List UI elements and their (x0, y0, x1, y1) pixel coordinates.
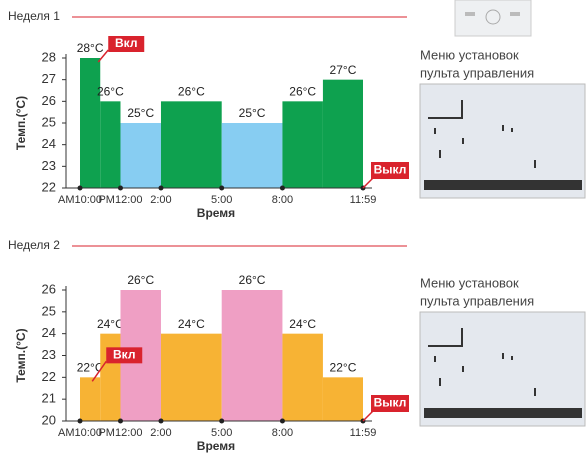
value-label: 22°C (330, 361, 357, 375)
value-label: 24°C (178, 317, 205, 331)
y-tick-label: 24 (42, 136, 56, 151)
bar (322, 79, 363, 188)
off-tag (371, 395, 409, 412)
x-tick-dot (279, 185, 285, 191)
x-tick-label: 2:00 (150, 427, 171, 439)
x-tick-label: 11:59 (350, 194, 377, 206)
y-tick-label: 26 (42, 281, 56, 296)
y-tick-label: 25 (42, 303, 56, 318)
y-tick-label: 23 (42, 347, 56, 362)
bar (322, 377, 363, 421)
bar (282, 333, 323, 421)
bar (120, 123, 161, 188)
value-label: 24°C (97, 317, 124, 331)
y-tick-label: 27 (42, 71, 56, 86)
value-label: 28°C (77, 41, 104, 55)
bar (80, 377, 101, 421)
screenshot-1 (419, 83, 586, 199)
x-tick-dot (219, 418, 225, 424)
y-tick-label: 22 (42, 369, 56, 384)
y-tick-label: 24 (42, 325, 56, 340)
caption: Меню установок (420, 47, 519, 62)
value-label: 24°C (289, 317, 316, 331)
value-label: 26°C (97, 85, 124, 99)
screenshot-2 (419, 311, 586, 427)
bar (221, 123, 283, 188)
x-axis-label: Время (197, 439, 235, 453)
x-tick-label: 11:59 (350, 427, 377, 439)
value-label: 25°C (239, 106, 266, 120)
y-tick-label: 23 (42, 158, 56, 173)
value-label: 26°C (239, 273, 266, 287)
value-label: 26°C (178, 85, 205, 99)
on-tag (106, 347, 143, 364)
y-tick-label: 28 (42, 49, 56, 64)
caption: пульта управления (420, 293, 534, 308)
y-tick-label: 26 (42, 93, 56, 108)
bar (80, 58, 101, 188)
y-axis-label: Темп.(°C) (14, 96, 28, 150)
x-tick-label: 5:00 (211, 194, 232, 206)
off-pointer (362, 410, 374, 422)
x-tick-label: PM12:00 (98, 427, 142, 439)
x-tick-label: 5:00 (211, 427, 232, 439)
off-tag (371, 162, 409, 179)
caption: Меню установок (420, 275, 519, 290)
x-tick-dot (158, 185, 164, 191)
x-tick-dot (77, 185, 83, 191)
off-label: Выкл (374, 163, 407, 177)
y-tick-label: 21 (42, 391, 56, 406)
off-label: Выкл (374, 396, 407, 410)
bar (160, 101, 222, 188)
value-label: 22°C (77, 361, 104, 375)
x-tick-dot (219, 185, 225, 191)
x-tick-label: AM10:00 (58, 427, 102, 439)
on-tag (108, 36, 145, 52)
remote-thumb (454, 0, 532, 37)
bar (282, 101, 323, 188)
value-label: 26°C (127, 273, 154, 287)
y-tick-label: 25 (42, 114, 56, 129)
x-tick-label: 8:00 (272, 427, 293, 439)
x-tick-label: 8:00 (272, 194, 293, 206)
x-tick-label: 2:00 (150, 194, 171, 206)
on-label: Вкл (113, 348, 135, 362)
y-axis-label: Темп.(°C) (14, 328, 28, 382)
value-label: 26°C (289, 85, 316, 99)
on-pointer (91, 360, 107, 382)
x-axis-label: Время (197, 206, 235, 220)
x-tick-dot (279, 418, 285, 424)
value-label: 25°C (127, 106, 154, 120)
bar (100, 101, 121, 188)
caption: пульта управления (420, 65, 534, 80)
bar (221, 290, 283, 421)
section-title: Неделя 1 (8, 9, 60, 23)
x-tick-dot (158, 418, 164, 424)
off-pointer (362, 177, 374, 189)
on-pointer (97, 49, 109, 63)
bar (160, 333, 222, 421)
value-label: 27°C (330, 63, 357, 77)
x-tick-label: AM10:00 (58, 194, 102, 206)
x-tick-dot (77, 418, 83, 424)
y-tick-label: 22 (42, 179, 56, 194)
section-title: Неделя 2 (8, 238, 60, 252)
on-label: Вкл (115, 36, 137, 50)
x-tick-dot (117, 418, 123, 424)
x-tick-dot (117, 185, 123, 191)
y-tick-label: 20 (42, 412, 56, 427)
x-tick-label: PM12:00 (98, 194, 142, 206)
